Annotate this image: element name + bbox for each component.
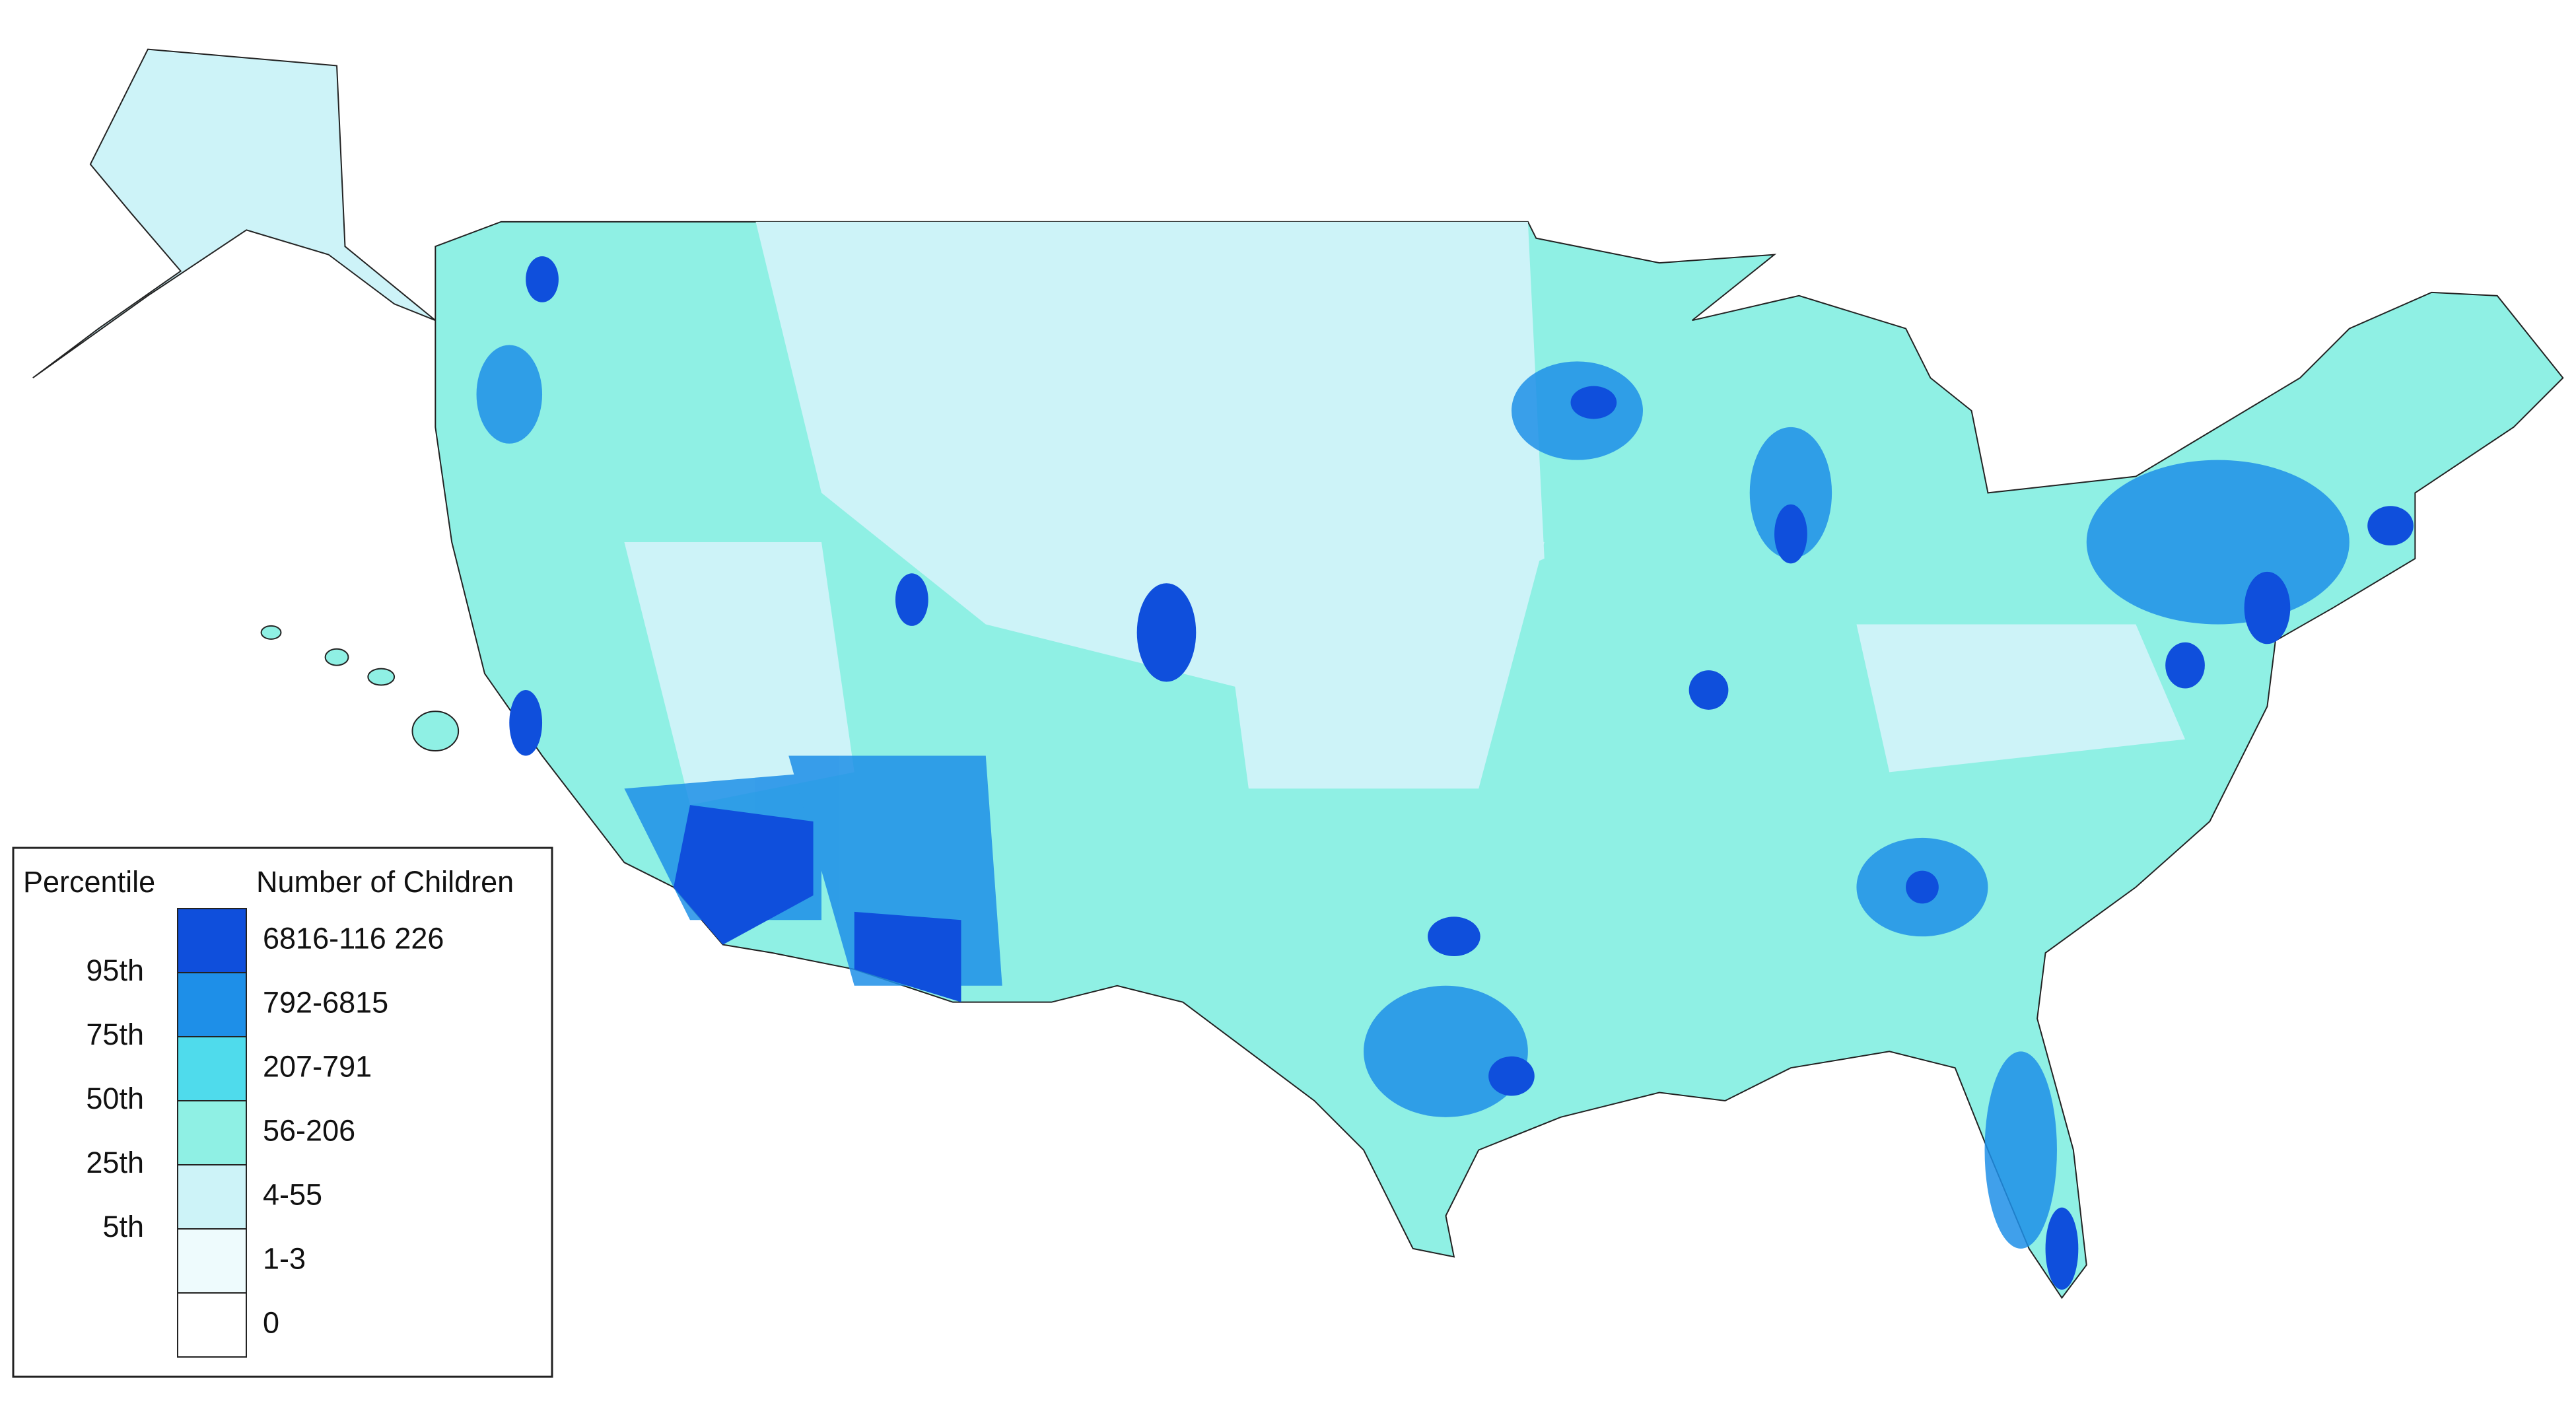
hawaii bbox=[260, 625, 460, 752]
legend-label: 792-6815 bbox=[263, 985, 388, 1019]
high-density bbox=[509, 256, 2414, 1290]
percentile-label: 75th bbox=[86, 1018, 144, 1051]
percentile-label: 25th bbox=[86, 1146, 144, 1179]
legend-swatch bbox=[177, 908, 247, 973]
alaska bbox=[32, 48, 436, 379]
legend-label: 0 bbox=[263, 1305, 279, 1339]
legend-label: 207-791 bbox=[263, 1049, 372, 1083]
legend-count-title: Number of Children bbox=[256, 865, 514, 899]
legend-label: 56-206 bbox=[263, 1113, 355, 1147]
legend-swatch bbox=[177, 1036, 247, 1101]
map bbox=[32, 48, 2564, 1300]
legend-label: 1-3 bbox=[263, 1241, 306, 1275]
legend-box bbox=[12, 847, 553, 1378]
legend-swatch bbox=[177, 1100, 247, 1165]
legend-swatch bbox=[177, 972, 247, 1037]
sparse-region bbox=[624, 221, 2186, 806]
percentile-label: 50th bbox=[86, 1082, 144, 1115]
percentile-label: 95th bbox=[86, 954, 144, 987]
legend-label: 4-55 bbox=[263, 1177, 322, 1211]
legend: 6816-116 226 792-6815 207-791 56-206 4-55 1-3… bbox=[86, 908, 444, 1358]
legend-swatch bbox=[177, 1228, 247, 1294]
legend-percentile-title: Percentile bbox=[23, 865, 155, 899]
legend-label: 6816-116 226 bbox=[263, 921, 444, 955]
percentile-label: 5th bbox=[102, 1210, 144, 1243]
legend-swatch bbox=[177, 1292, 247, 1358]
legend-swatch bbox=[177, 1164, 247, 1230]
